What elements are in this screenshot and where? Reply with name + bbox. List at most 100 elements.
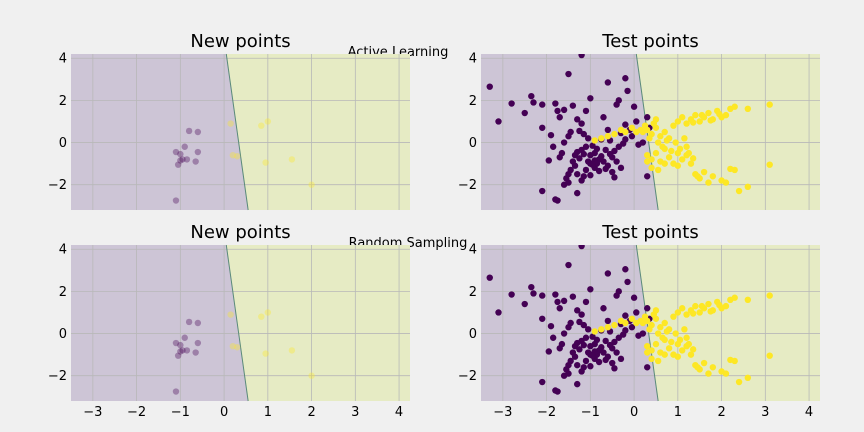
- point-class-0: [192, 158, 199, 165]
- point-class-1: [707, 117, 714, 124]
- panel-random-test-points: Test points −2 0 2 4 −3 −2 −1 0 1 2 3 4: [458, 222, 820, 420]
- point-class-1: [644, 158, 651, 165]
- region-class-1: [636, 245, 820, 401]
- point-class-1: [628, 315, 636, 322]
- point-class-1: [722, 111, 730, 119]
- x-tick-label: 2: [307, 405, 315, 420]
- point-class-0: [556, 114, 563, 121]
- point-class-0: [556, 154, 563, 161]
- point-class-1: [665, 154, 673, 161]
- region-class-1: [226, 54, 410, 210]
- region-class-1: [636, 54, 820, 210]
- point-class-1: [766, 352, 773, 359]
- point-class-1: [264, 309, 272, 316]
- point-class-1: [611, 321, 618, 329]
- point-class-0: [174, 161, 182, 168]
- region-class-0: [71, 245, 249, 401]
- point-class-0: [587, 363, 594, 370]
- point-class-1: [679, 347, 686, 354]
- point-class-1: [633, 319, 640, 327]
- x-tick-label: 1: [674, 405, 682, 420]
- y-tick-label: 4: [59, 52, 67, 67]
- point-class-1: [657, 133, 664, 140]
- point-class-1: [716, 110, 723, 118]
- point-class-0: [552, 387, 559, 394]
- point-class-0: [574, 189, 581, 197]
- points-group: [172, 309, 315, 395]
- point-class-0: [486, 274, 493, 281]
- decision-boundary: [225, 53, 249, 211]
- point-class-0: [602, 146, 609, 154]
- point-class-0: [644, 364, 651, 371]
- point-class-0: [582, 166, 590, 174]
- point-class-0: [589, 352, 596, 359]
- region-class-0: [71, 54, 249, 210]
- point-class-0: [576, 127, 583, 135]
- point-class-0: [179, 156, 186, 163]
- point-class-0: [552, 100, 559, 107]
- point-class-0: [172, 339, 180, 347]
- point-class-0: [185, 318, 193, 326]
- point-class-0: [622, 136, 629, 143]
- point-class-0: [609, 359, 616, 367]
- point-class-0: [521, 109, 528, 117]
- point-class-0: [633, 118, 640, 125]
- point-class-0: [598, 153, 605, 160]
- point-class-0: [547, 322, 555, 330]
- point-class-1: [689, 119, 697, 126]
- y-tick-label: −2: [48, 369, 67, 384]
- point-class-0: [598, 344, 605, 351]
- point-class-0: [192, 349, 199, 356]
- point-class-0: [582, 143, 590, 150]
- point-class-0: [644, 114, 651, 121]
- point-class-1: [709, 364, 717, 371]
- panel-random-new-points: New points −2 0 2 4 −3 −2 −1 0 1 2 3 4: [48, 222, 410, 420]
- point-class-0: [539, 101, 546, 108]
- point-class-0: [530, 99, 537, 106]
- point-class-0: [574, 361, 581, 369]
- point-class-1: [654, 166, 662, 174]
- point-class-0: [604, 317, 612, 325]
- point-class-0: [556, 345, 563, 352]
- point-class-1: [689, 155, 697, 162]
- y-tick-label: 0: [469, 136, 477, 151]
- point-class-1: [234, 344, 241, 351]
- point-class-1: [654, 330, 662, 337]
- point-class-0: [578, 368, 585, 375]
- point-class-1: [679, 114, 686, 121]
- panel-active-test-points: Test points −2 0 2 4: [458, 31, 820, 211]
- point-class-0: [644, 173, 651, 180]
- point-class-1: [663, 137, 671, 144]
- y-tick-label: 2: [59, 285, 67, 300]
- point-class-0: [587, 286, 594, 293]
- point-class-1: [604, 133, 612, 140]
- point-class-0: [567, 128, 574, 136]
- point-class-1: [698, 111, 706, 119]
- point-class-1: [707, 308, 714, 315]
- points-group: [172, 118, 315, 204]
- point-class-1: [679, 305, 686, 312]
- point-class-0: [578, 311, 585, 318]
- y-tick-label: 2: [469, 285, 477, 300]
- x-tick-label: 1: [264, 405, 272, 420]
- point-class-1: [766, 161, 773, 168]
- point-class-0: [177, 150, 184, 158]
- point-class-1: [308, 181, 315, 188]
- y-tick-label: 4: [469, 52, 477, 67]
- point-class-0: [539, 378, 546, 386]
- point-class-1: [234, 153, 241, 160]
- point-class-0: [600, 158, 607, 165]
- point-class-1: [288, 347, 296, 354]
- point-class-0: [181, 143, 188, 150]
- point-class-0: [567, 319, 574, 327]
- point-class-0: [609, 168, 616, 176]
- point-class-0: [622, 121, 629, 128]
- decision-boundary: [225, 244, 249, 402]
- point-class-0: [552, 291, 559, 298]
- point-class-0: [554, 107, 561, 115]
- point-class-1: [700, 359, 708, 367]
- point-class-0: [565, 179, 572, 186]
- point-class-1: [674, 118, 682, 125]
- point-class-0: [578, 54, 585, 59]
- point-class-0: [576, 346, 583, 353]
